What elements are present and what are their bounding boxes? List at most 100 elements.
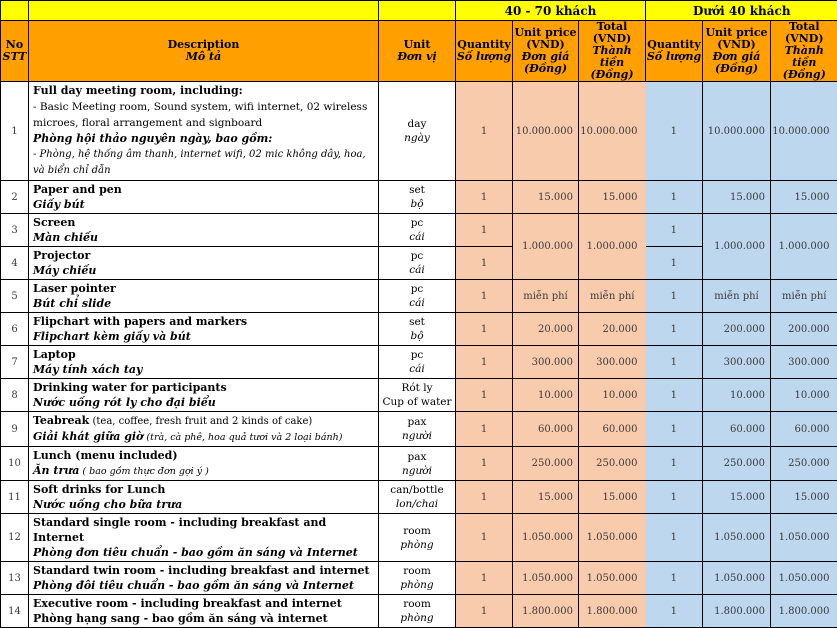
description-spacer: [29, 1, 379, 21]
qty-40-70: 1: [456, 214, 513, 247]
unit-price-under-40: 1.050.000: [703, 514, 771, 562]
unit-spacer: [379, 1, 456, 21]
table-row: 13 Standard twin room - including breakf…: [1, 562, 837, 595]
unit-price-under-40: 300.000: [703, 346, 771, 379]
total-40-70-merged: 1.000.000: [579, 214, 646, 280]
qty-under-40: 1: [646, 481, 703, 514]
total-under-40: 200.000: [771, 313, 837, 346]
qty-under-40: 1: [646, 247, 703, 280]
qty-40-70: 1: [456, 313, 513, 346]
total-40-70: miễn phí: [579, 280, 646, 313]
qty-under-40: 1: [646, 280, 703, 313]
row-no: 8: [1, 379, 29, 412]
unit-price-under-40: miễn phí: [703, 280, 771, 313]
row-description: Soft drinks for Lunch Nước uống cho bữa …: [29, 481, 379, 514]
unit-price-40-70: 300.000: [513, 346, 579, 379]
qty-40-70: 1: [456, 181, 513, 214]
row-no: 2: [1, 181, 29, 214]
total-under-40: 250.000: [771, 447, 837, 481]
unit-price-40-70: 250.000: [513, 447, 579, 481]
table-row: 10 Lunch (menu included) Ăn trưa ( bao g…: [1, 447, 837, 481]
total-under-40: miễn phí: [771, 280, 837, 313]
unit-price-under-40: 10.000.000: [703, 82, 771, 181]
table-row: 9 Teabreak (tea, coffee, fresh fruit and…: [1, 412, 837, 447]
row-description: Lunch (menu included) Ăn trưa ( bao gồm …: [29, 447, 379, 481]
unit-price-40-70: 15.000: [513, 481, 579, 514]
row-description: Paper and pen Giấy bút: [29, 181, 379, 214]
row-no: 13: [1, 562, 29, 595]
group-header-40-70-khach: 40 - 70 khách: [456, 1, 646, 21]
total-40-70: 15.000: [579, 181, 646, 214]
row-description: Full day meeting room, including: - Basi…: [29, 82, 379, 181]
qty-under-40: 1: [646, 562, 703, 595]
unit-price-40-70: 10.000.000: [513, 82, 579, 181]
qty-under-40: 1: [646, 447, 703, 481]
qty-40-70: 1: [456, 346, 513, 379]
total-under-40: 1.800.000: [771, 595, 837, 628]
row-description: Standard twin room - including breakfast…: [29, 562, 379, 595]
table-row: 14 Executive room - including breakfast …: [1, 595, 837, 628]
qty-40-70: 1: [456, 481, 513, 514]
row-description: Screen Màn chiếu: [29, 214, 379, 247]
unit-price-40-70: 1.800.000: [513, 595, 579, 628]
col-header-unit-price-g2: Unit price(VND) Đơn giá(Đồng): [703, 21, 771, 82]
total-under-40: 1.050.000: [771, 562, 837, 595]
qty-under-40: 1: [646, 313, 703, 346]
row-description: Executive room - including breakfast and…: [29, 595, 379, 628]
unit-price-under-40: 15.000: [703, 481, 771, 514]
row-no: 11: [1, 481, 29, 514]
total-under-40: 1.050.000: [771, 514, 837, 562]
qty-under-40: 1: [646, 595, 703, 628]
row-no: 4: [1, 247, 29, 280]
qty-under-40: 1: [646, 346, 703, 379]
row-no: 6: [1, 313, 29, 346]
unit-price-40-70: 20.000: [513, 313, 579, 346]
unit-price-40-70: 15.000: [513, 181, 579, 214]
row-description: Teabreak (tea, coffee, fresh fruit and 2…: [29, 412, 379, 447]
unit-price-40-70: miễn phí: [513, 280, 579, 313]
qty-under-40: 1: [646, 379, 703, 412]
row-description: Laser pointer Bút chỉ slide: [29, 280, 379, 313]
total-40-70: 60.000: [579, 412, 646, 447]
row-no: 9: [1, 412, 29, 447]
row-no: 10: [1, 447, 29, 481]
total-40-70: 250.000: [579, 447, 646, 481]
qty-40-70: 1: [456, 562, 513, 595]
unit-price-under-40-merged: 1.000.000: [703, 214, 771, 280]
total-under-40: 10.000.000: [771, 82, 837, 181]
qty-40-70: 1: [456, 447, 513, 481]
unit-price-under-40: 1.800.000: [703, 595, 771, 628]
col-header-total-g1: Total(VND) Thành tiền(Đồng): [579, 21, 646, 82]
col-header-total-g2: Total(VND) Thành tiền(Đồng): [771, 21, 837, 82]
group-header-duoi-40-khach: Dưới 40 khách: [646, 1, 837, 21]
total-40-70: 1.050.000: [579, 514, 646, 562]
unit-price-under-40: 1.050.000: [703, 562, 771, 595]
table-row: 8 Drinking water for participants Nước u…: [1, 379, 837, 412]
unit-price-under-40: 200.000: [703, 313, 771, 346]
qty-under-40: 1: [646, 214, 703, 247]
row-description: Drinking water for participants Nước uốn…: [29, 379, 379, 412]
unit-price-40-70: 1.050.000: [513, 514, 579, 562]
total-under-40: 10.000: [771, 379, 837, 412]
total-under-40: 15.000: [771, 481, 837, 514]
row-description: Standard single room - including breakfa…: [29, 514, 379, 562]
